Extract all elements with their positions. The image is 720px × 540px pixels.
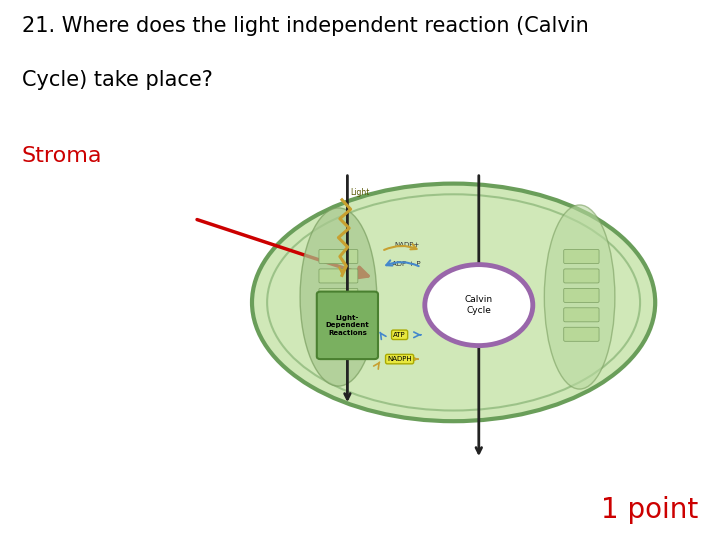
Text: Calvin
Cycle: Calvin Cycle bbox=[464, 295, 493, 315]
FancyBboxPatch shape bbox=[319, 249, 358, 264]
Text: Cycle) take place?: Cycle) take place? bbox=[22, 70, 212, 90]
FancyBboxPatch shape bbox=[564, 308, 599, 322]
FancyBboxPatch shape bbox=[319, 288, 358, 302]
FancyBboxPatch shape bbox=[564, 249, 599, 264]
Text: ADP + P: ADP + P bbox=[392, 261, 421, 267]
Text: 1 point: 1 point bbox=[601, 496, 698, 524]
Ellipse shape bbox=[300, 208, 377, 386]
Text: 21. Where does the light independent reaction (Calvin: 21. Where does the light independent rea… bbox=[22, 16, 588, 36]
FancyBboxPatch shape bbox=[564, 269, 599, 283]
Ellipse shape bbox=[267, 194, 640, 410]
Text: Light: Light bbox=[351, 188, 370, 197]
Text: NADP+: NADP+ bbox=[394, 242, 420, 248]
FancyBboxPatch shape bbox=[564, 327, 599, 341]
FancyBboxPatch shape bbox=[564, 288, 599, 302]
Text: Stroma: Stroma bbox=[22, 146, 102, 166]
Text: Light-
Dependent
Reactions: Light- Dependent Reactions bbox=[325, 315, 369, 336]
Ellipse shape bbox=[252, 184, 655, 421]
FancyBboxPatch shape bbox=[317, 292, 378, 359]
Circle shape bbox=[425, 265, 533, 346]
Text: NADPH: NADPH bbox=[387, 356, 412, 362]
Ellipse shape bbox=[544, 205, 615, 389]
Text: ATP: ATP bbox=[393, 332, 406, 338]
FancyBboxPatch shape bbox=[319, 327, 358, 341]
FancyBboxPatch shape bbox=[319, 269, 358, 283]
FancyBboxPatch shape bbox=[319, 308, 358, 322]
